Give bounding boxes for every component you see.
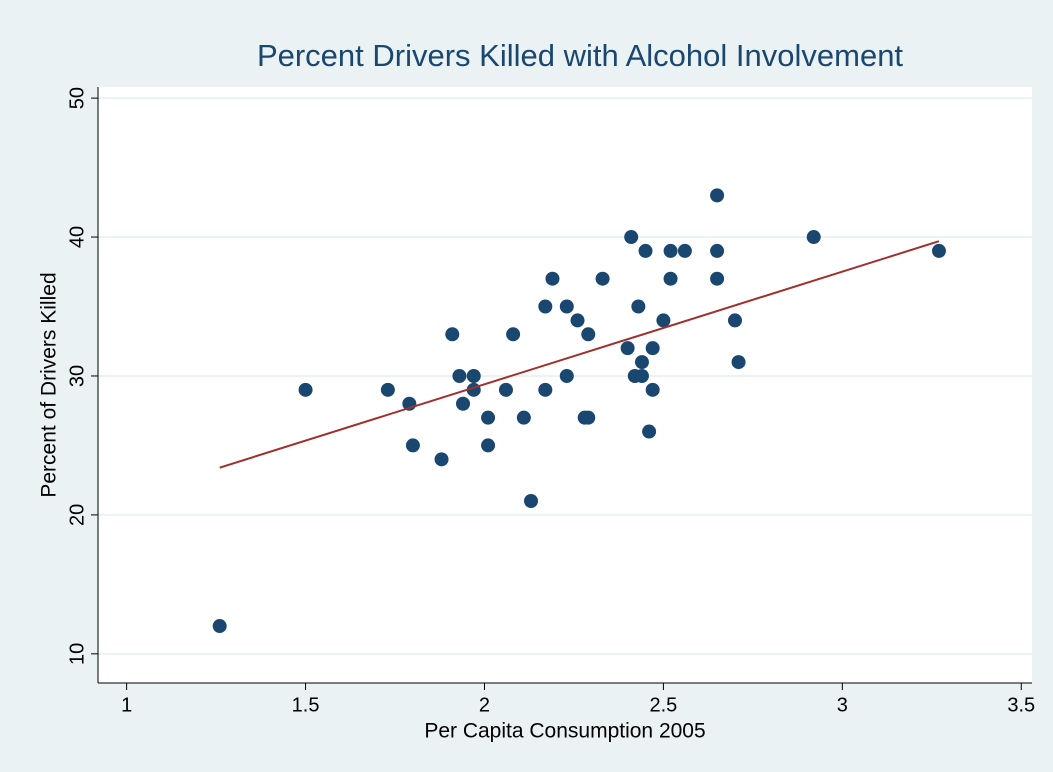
point xyxy=(524,494,539,509)
point xyxy=(405,438,420,453)
point xyxy=(445,327,460,342)
y-tick-label: 50 xyxy=(66,87,88,109)
x-tick-label: 1 xyxy=(121,694,132,716)
point xyxy=(595,271,610,286)
point xyxy=(456,396,471,411)
point xyxy=(581,410,596,425)
point xyxy=(559,368,574,383)
plot-area xyxy=(98,87,1032,683)
point xyxy=(663,271,678,286)
point xyxy=(481,410,496,425)
point xyxy=(570,313,585,328)
point xyxy=(506,327,521,342)
point xyxy=(634,368,649,383)
fit-line xyxy=(219,240,940,469)
point xyxy=(380,382,395,397)
y-tick-label: 30 xyxy=(66,365,88,387)
point xyxy=(298,382,313,397)
point xyxy=(645,382,660,397)
point xyxy=(677,243,692,258)
point xyxy=(663,243,678,258)
point xyxy=(931,243,946,258)
point xyxy=(634,355,649,370)
point xyxy=(624,230,639,245)
point xyxy=(638,243,653,258)
x-tick-label: 2 xyxy=(479,694,490,716)
x-tick-label: 3 xyxy=(837,694,848,716)
point xyxy=(538,299,553,314)
point xyxy=(452,368,467,383)
point xyxy=(645,341,660,356)
point xyxy=(498,382,513,397)
point xyxy=(434,452,449,467)
point xyxy=(710,188,725,203)
point xyxy=(727,313,742,328)
chart-title: Percent Drivers Killed with Alcohol Invo… xyxy=(257,38,903,73)
point xyxy=(806,230,821,245)
point xyxy=(538,382,553,397)
point xyxy=(631,299,646,314)
x-tick-label: 3.5 xyxy=(1007,694,1035,716)
x-tick-label: 1.5 xyxy=(292,694,320,716)
point xyxy=(559,299,574,314)
point xyxy=(731,355,746,370)
point xyxy=(212,619,227,634)
y-tick-label: 40 xyxy=(66,226,88,248)
point xyxy=(516,410,531,425)
y-tick-label: 20 xyxy=(66,504,88,526)
point xyxy=(710,243,725,258)
point xyxy=(545,271,560,286)
point xyxy=(620,341,635,356)
x-tick-label: 2.5 xyxy=(650,694,678,716)
point xyxy=(642,424,657,439)
x-axis-title: Per Capita Consumption 2005 xyxy=(424,720,705,743)
point xyxy=(481,438,496,453)
point xyxy=(656,313,671,328)
y-axis-title: Percent of Drivers Killed xyxy=(38,272,61,497)
point xyxy=(581,327,596,342)
point xyxy=(710,271,725,286)
point xyxy=(466,368,481,383)
y-tick-label: 10 xyxy=(66,643,88,665)
